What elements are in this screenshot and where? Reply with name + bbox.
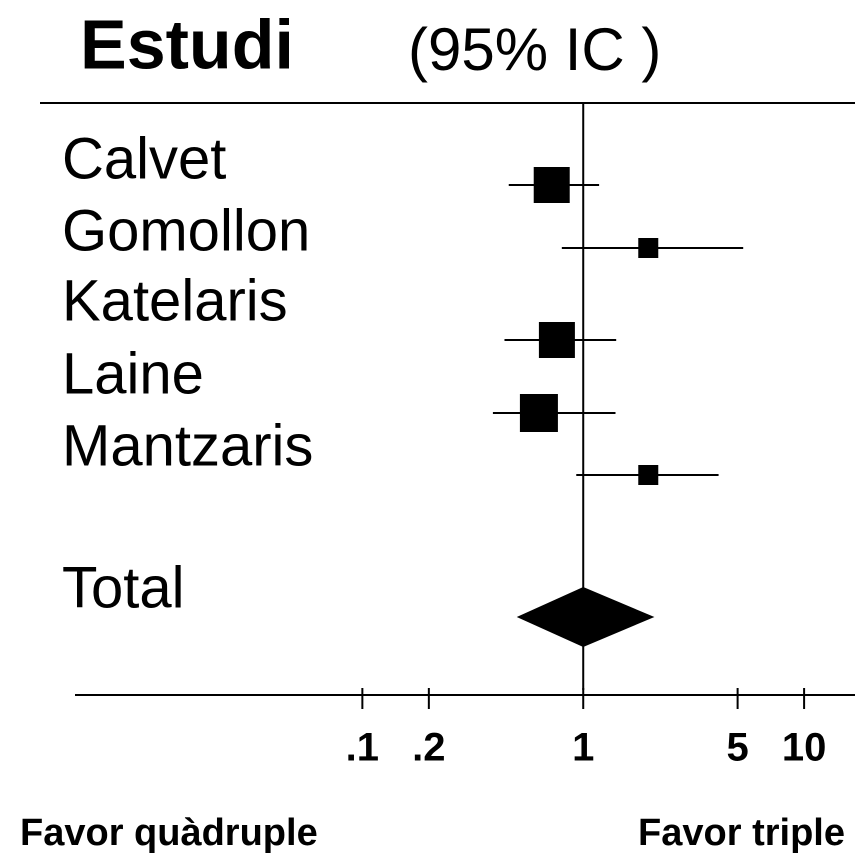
estimate-square: [538, 322, 575, 358]
x-tick-label: .2: [412, 726, 445, 770]
estimate-square: [638, 465, 659, 485]
study-label: Gomollon: [62, 198, 310, 263]
estimate-square: [638, 238, 659, 258]
left-label: Favor quàdruple: [20, 812, 318, 854]
right-label: Favor triple: [638, 812, 845, 854]
x-tick-label: .1: [346, 726, 379, 770]
study-label: Laine: [62, 341, 204, 406]
total-label: Total: [62, 555, 185, 620]
chart-subtitle: (95% IC ): [408, 16, 661, 83]
study-label: Katelaris: [62, 268, 288, 333]
study-label: Mantzaris: [62, 413, 313, 478]
study-label: Calvet: [62, 126, 226, 191]
chart-title: Estudi: [80, 5, 294, 83]
x-tick-label: 1: [572, 726, 594, 770]
total-diamond: [516, 587, 655, 647]
estimate-square: [533, 167, 570, 203]
estimate-square: [519, 394, 558, 432]
x-tick-label: 5: [726, 726, 748, 770]
x-tick-label: 10: [782, 726, 827, 770]
